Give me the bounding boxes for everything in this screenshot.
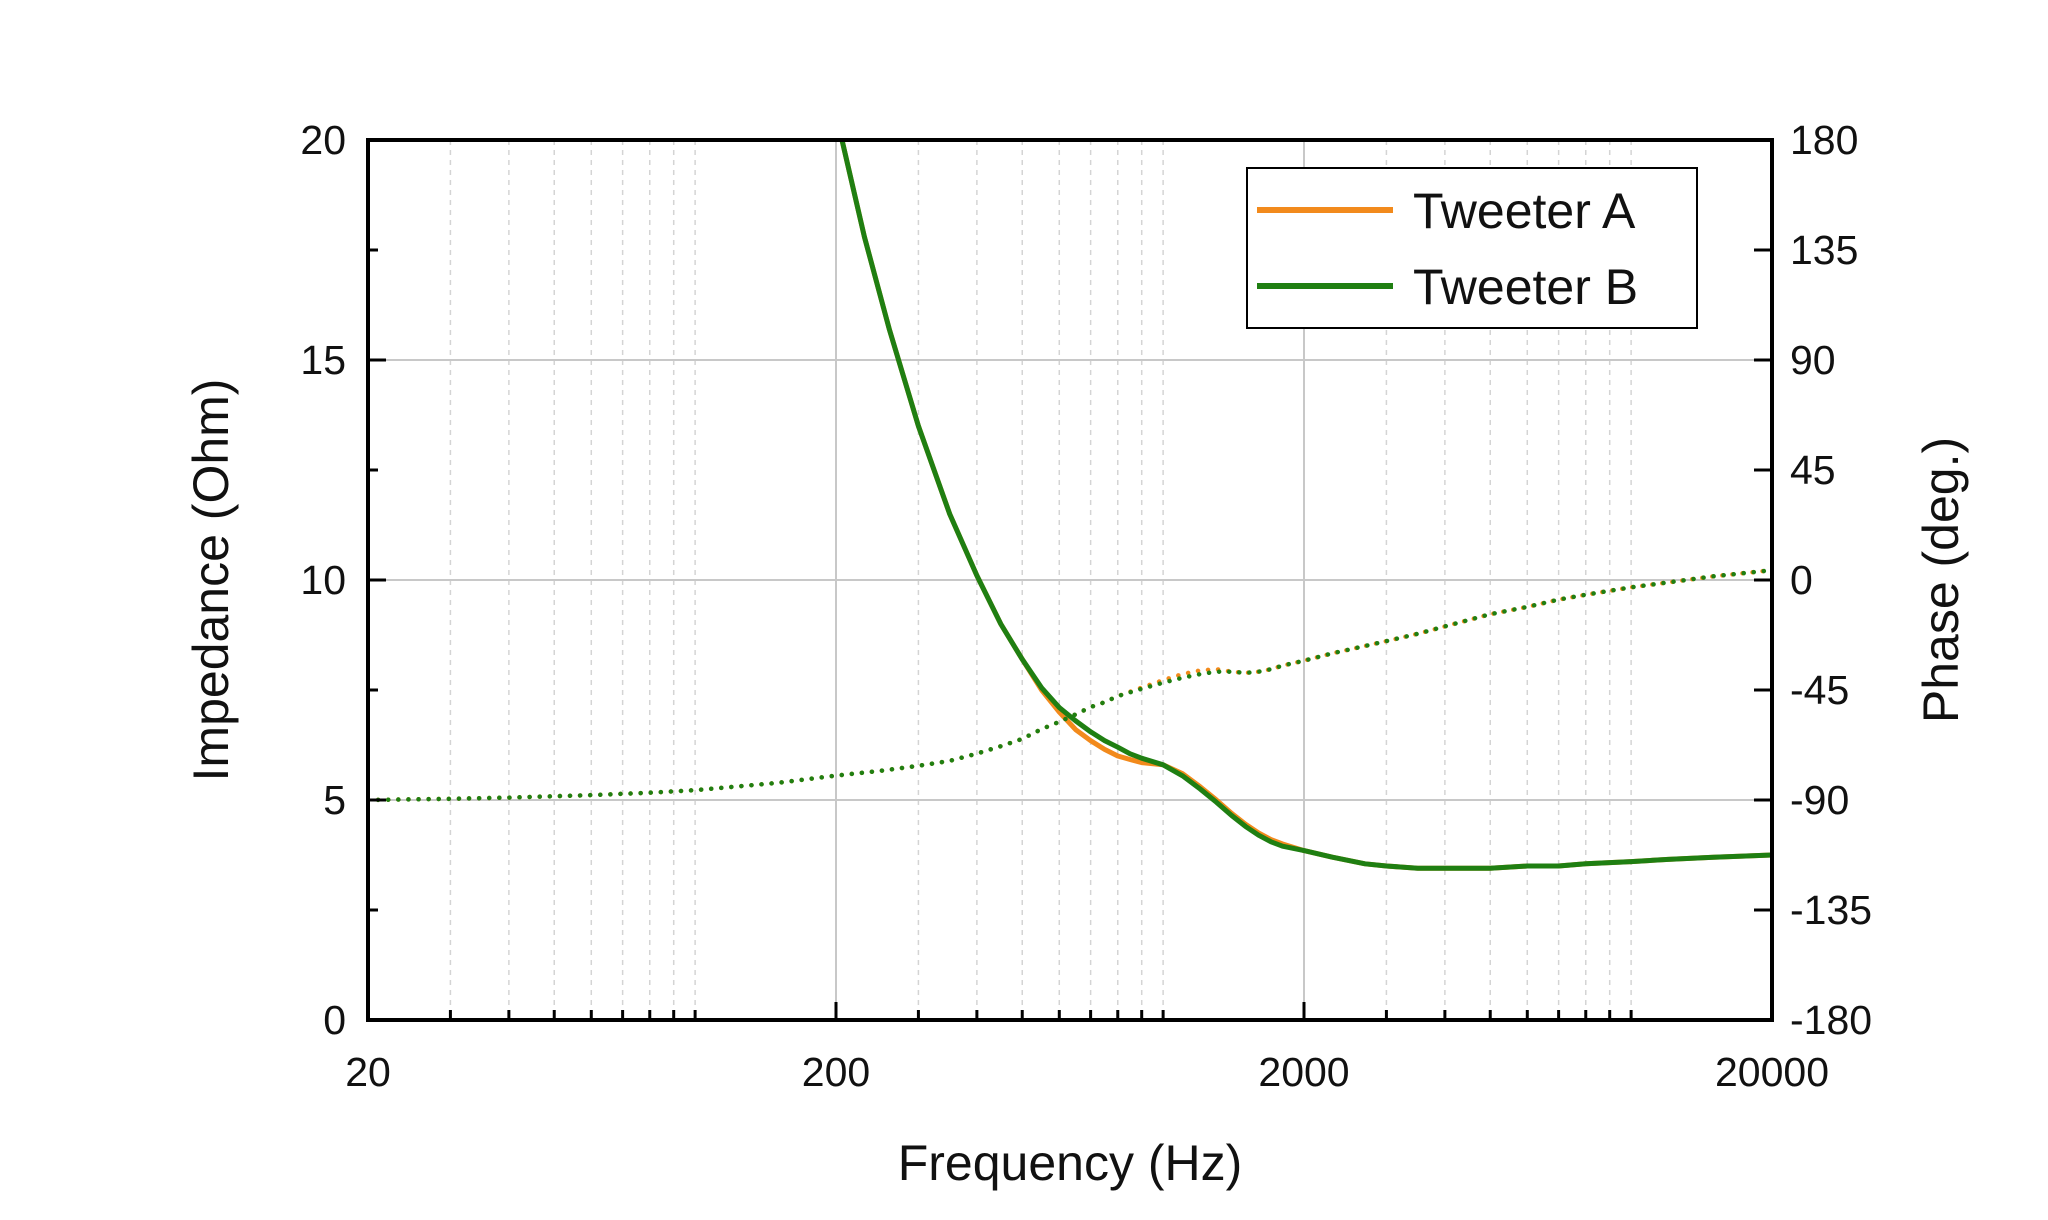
tick-labels: 20 200 2000 20000 0 5 10 15 20 -180 -135 -90 -45 0 45 9…: [300, 117, 1872, 1095]
y-right-tick-label: -180: [1790, 997, 1872, 1043]
y-left-tick-label: 20: [300, 117, 346, 163]
y-right-tick-label: 0: [1790, 557, 1813, 603]
x-tick-label: 200: [802, 1049, 870, 1095]
series-layer: [368, 140, 1772, 871]
y-right-tick-label: 135: [1790, 227, 1858, 273]
y-right-tick-label: 90: [1790, 337, 1836, 383]
legend-label-tweeter-b: Tweeter B: [1413, 259, 1638, 315]
y-axis-left-title: Impedance (Ohm): [183, 379, 239, 782]
y-right-tick-label: -135: [1790, 887, 1872, 933]
y-right-tick-label: -90: [1790, 777, 1849, 823]
legend: Tweeter A Tweeter B: [1246, 167, 1698, 329]
legend-label-tweeter-a: Tweeter A: [1413, 183, 1636, 239]
x-tick-label: 20000: [1715, 1049, 1829, 1095]
y-left-tick-label: 5: [323, 777, 346, 823]
major-grid: [368, 140, 1772, 1020]
y-axis-right-title: Phase (deg.): [1913, 437, 1969, 723]
y-left-tick-label: 0: [323, 997, 346, 1043]
x-tick-label: 2000: [1258, 1049, 1349, 1095]
x-axis-title: Frequency (Hz): [898, 1135, 1243, 1191]
axis-ticks: [366, 138, 1774, 1022]
series-tweeter-b: [839, 140, 1772, 871]
y-right-tick-label: 180: [1790, 117, 1858, 163]
x-tick-label: 20: [345, 1049, 391, 1095]
series-tweeter-b-phase: [368, 567, 1772, 803]
y-right-tick-label: -45: [1790, 667, 1849, 713]
legend-box: [1246, 167, 1698, 329]
y-right-tick-label: 45: [1790, 447, 1836, 493]
y-left-tick-label: 15: [300, 337, 346, 383]
y-left-tick-label: 10: [300, 557, 346, 603]
